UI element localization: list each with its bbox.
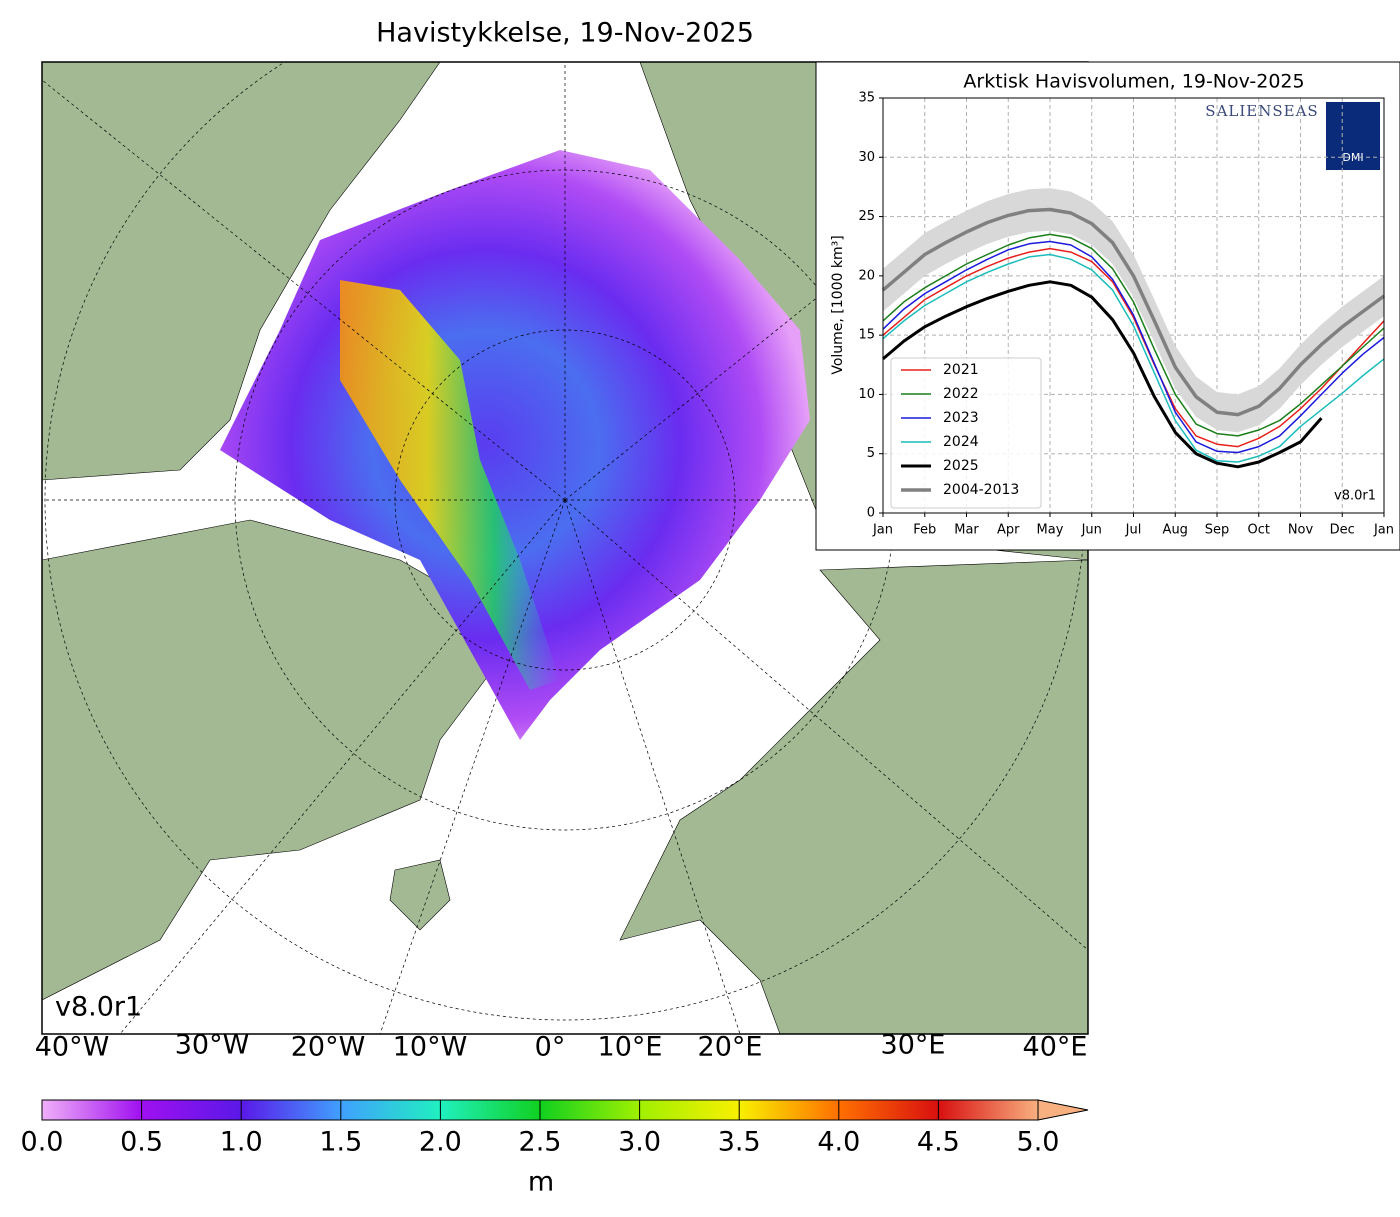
colorbar-extend — [1037, 1099, 1089, 1121]
logo — [1326, 102, 1380, 170]
x-tick-label: Jun — [1081, 523, 1102, 538]
chart-version: v8.0r1 — [1334, 489, 1376, 504]
legend-label: 2021 — [943, 362, 979, 378]
legend-label: 2022 — [943, 386, 979, 402]
land — [42, 519, 501, 1001]
y-tick-label: 10 — [858, 387, 875, 402]
colorbar-tick-label: 2.5 — [519, 1127, 562, 1158]
y-tick-label: 30 — [858, 150, 875, 165]
chart-title: Arktisk Havisvolumen, 19-Nov-2025 — [963, 71, 1304, 93]
y-tick-label: 0 — [867, 506, 875, 521]
line-series — [882, 247, 1385, 448]
lon-label: 30°E — [881, 1030, 946, 1061]
x-tick-label: Jan — [1373, 523, 1394, 538]
lon-label: 30°W — [175, 1030, 250, 1061]
lon-label: 20°E — [698, 1032, 763, 1063]
colorbar-tick-label: 3.0 — [618, 1127, 661, 1158]
x-tick-label: Mar — [954, 523, 979, 538]
x-tick-label: Nov — [1288, 523, 1314, 538]
x-tick-label: May — [1037, 523, 1064, 538]
line-series — [881, 207, 1386, 417]
x-tick-label: Oct — [1248, 523, 1270, 538]
x-tick-label: Jul — [1125, 523, 1142, 538]
colorbar-tick-label: 4.0 — [817, 1127, 860, 1158]
map-title: Havistykkelse, 19-Nov-2025 — [376, 18, 754, 49]
line-series — [882, 253, 1385, 463]
x-tick-label: Jan — [872, 523, 893, 538]
y-tick-label: 35 — [858, 91, 875, 106]
legend-label: 2025 — [943, 458, 979, 474]
colorbar-tick-label: 1.0 — [220, 1127, 263, 1158]
land — [42, 62, 441, 481]
lon-label: 20°W — [291, 1032, 366, 1063]
x-tick-label: Feb — [913, 523, 936, 538]
line-series — [882, 280, 1323, 469]
thick-ice — [340, 280, 560, 690]
y-axis-label: Volume, [1000 km³] — [830, 235, 846, 374]
line-series — [882, 240, 1385, 454]
x-tick-label: Dec — [1330, 523, 1355, 538]
x-tick-label: Apr — [997, 523, 1020, 538]
colorbar-tick-label: 4.5 — [917, 1127, 960, 1158]
line-series — [882, 233, 1385, 437]
y-tick-label: 25 — [858, 209, 875, 224]
lon-label: 40°E — [1023, 1032, 1088, 1063]
plot-frame — [882, 97, 1385, 514]
y-tick-label: 5 — [867, 446, 875, 461]
x-tick-label: Sep — [1205, 523, 1230, 538]
map-version: v8.0r1 — [55, 992, 142, 1023]
colorbar-tick-label: 0.5 — [120, 1127, 163, 1158]
y-tick-label: 20 — [858, 268, 875, 283]
colorbar-label: m — [528, 1167, 554, 1198]
logo-text: SALIENSEAS — [1205, 102, 1318, 120]
legend-label: 2023 — [943, 410, 979, 426]
colorbar-tick-label: 5.0 — [1017, 1127, 1060, 1158]
legend-label: 2024 — [943, 434, 979, 450]
y-tick-label: 15 — [858, 328, 875, 343]
legend-box — [890, 357, 1042, 509]
colorbar-tick-label: 3.5 — [718, 1127, 761, 1158]
land — [389, 859, 451, 931]
colorbar-tick-label: 1.5 — [319, 1127, 362, 1158]
legend-label: 2004-2013 — [943, 482, 1019, 498]
lon-label: 40°W — [35, 1032, 110, 1063]
lon-label: 0° — [535, 1032, 566, 1063]
land — [619, 559, 1088, 1034]
lon-label: 10°W — [393, 1032, 468, 1063]
colorbar-tick-label: 0.0 — [21, 1127, 64, 1158]
lon-label: 10°E — [598, 1032, 663, 1063]
colorbar-tick-label: 2.0 — [419, 1127, 462, 1158]
x-tick-label: Aug — [1163, 523, 1188, 538]
